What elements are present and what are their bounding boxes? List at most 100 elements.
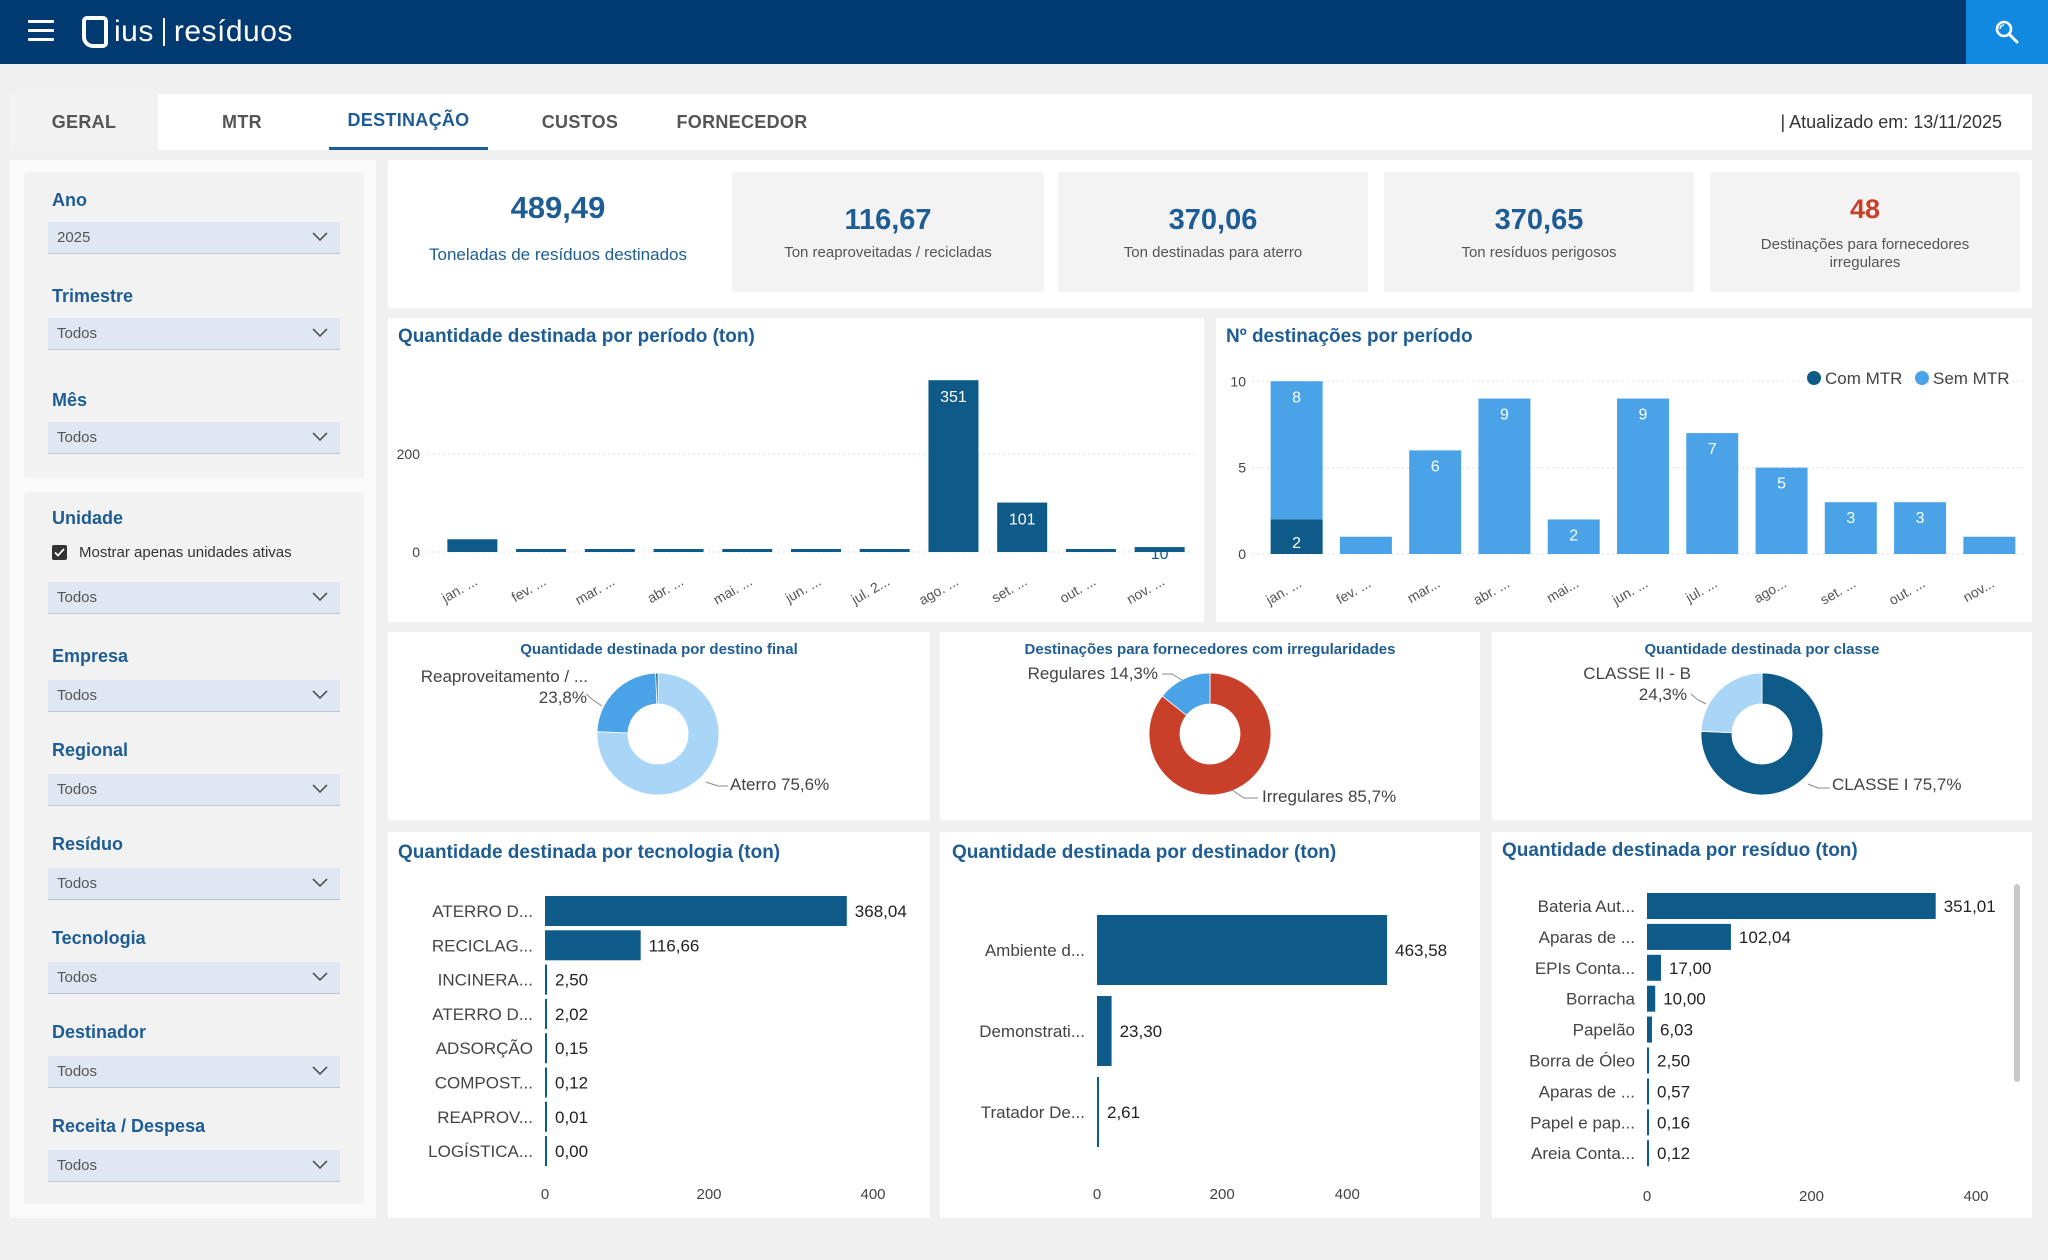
x-tick-label: 0 (1093, 1186, 1101, 1203)
bar-segment (1409, 450, 1462, 554)
filter-label-empresa: Empresa (52, 646, 129, 666)
bar (545, 1067, 547, 1098)
kpi-total-value: 489,49 (510, 190, 606, 225)
x-tick-label: 400 (1963, 1188, 1988, 1205)
bar (1647, 923, 1731, 950)
chart-panel-por-destinador: Quantidade destinada por destinador (ton… (940, 832, 1480, 1218)
y-tick-label: 10 (1230, 373, 1246, 389)
bar-data-label: 116,66 (649, 936, 700, 955)
bar (545, 1136, 547, 1167)
unidade-select[interactable]: Todos (48, 582, 340, 614)
chart-title: Quantidade destinada por classe (1644, 641, 1880, 658)
bar-data-label: 351,01 (1944, 897, 1996, 916)
donut-chart-destino-final[interactable]: Reaproveitamento / ... 23,8% Aterro 75,6% (388, 632, 930, 820)
tecnologia-select-value: Todos (57, 969, 98, 986)
active-units-checkbox[interactable]: Mostrar apenas unidades ativas (52, 540, 292, 564)
bar (1647, 1016, 1652, 1043)
chart-title: Quantidade destinada por resíduo (ton) (1502, 840, 1858, 861)
bar (1065, 549, 1116, 552)
chevron-down-icon (312, 972, 328, 982)
chart-panel-qtd-periodo: Quantidade destinada por período (ton) 0… (388, 318, 1204, 622)
category-label: Demonstrati... (979, 1022, 1085, 1041)
residuo-select-value: Todos (57, 875, 98, 892)
bar (1097, 915, 1388, 985)
leader-line (1807, 783, 1830, 789)
tab-geral[interactable]: GERAL (10, 94, 158, 150)
stacked-bar-chart-n-destinacoes[interactable]: 0 5 10 Com MTR Sem MTR 2 8 jan. ... fev. ... 6 mar… (1216, 318, 2032, 622)
chart-title: Quantidade destinada por tecnologia (ton… (398, 842, 781, 863)
x-tick-label: jan. ... (1262, 575, 1304, 608)
donut-slice (1700, 672, 1763, 734)
chevron-down-icon (312, 432, 328, 442)
destinador-select[interactable]: Todos (48, 1056, 340, 1088)
chart-title: Quantidade destinada por destinador (ton… (952, 842, 1337, 863)
residuo-select[interactable]: Todos (48, 868, 340, 900)
regional-select[interactable]: Todos (48, 774, 340, 806)
x-tick-label: jul. ... (1682, 575, 1720, 606)
ano-select[interactable]: 2025 (48, 222, 340, 254)
receita-despesa-select[interactable]: Todos (48, 1150, 340, 1182)
chart-panel-por-tecnologia: Quantidade destinada por tecnologia (ton… (388, 832, 930, 1218)
chart-title: Quantidade destinada por destino final (520, 641, 798, 658)
x-tick-label: mai... (1544, 575, 1582, 606)
x-tick-label: 200 (1799, 1188, 1824, 1205)
x-tick-label: nov. ... (1124, 573, 1167, 607)
tab-fornecedor[interactable]: FORNECEDOR (676, 111, 808, 132)
filter-label-unidade: Unidade (52, 508, 124, 528)
search-button[interactable] (1966, 0, 2048, 64)
hbar-chart-por-residuo[interactable]: Bateria Aut... 351,01 Aparas de ... 102,04 E… (1492, 832, 2032, 1218)
top-navbar (0, 0, 2048, 64)
bar-data-label: 101 (1009, 512, 1036, 529)
chevron-down-icon (312, 690, 328, 700)
kpi-reaproveitadas-value: 116,67 (844, 204, 932, 236)
tab-custos[interactable]: CUSTOS (541, 111, 619, 132)
category-label: RECICLAG... (432, 936, 533, 955)
empresa-select[interactable]: Todos (48, 680, 340, 712)
donut-slice (655, 672, 659, 705)
bar-segment (1894, 502, 1947, 554)
filter-label-residuo: Resíduo (52, 834, 124, 854)
filter-label-mes: Mês (52, 390, 88, 410)
bar-segment (1339, 536, 1392, 554)
kpi-card-total: 489,49 Toneladas de resíduos destinados (388, 160, 728, 308)
x-tick-label: jan. ... (438, 573, 480, 606)
category-label: EPIs Conta... (1535, 959, 1635, 978)
scrollbar-thumb[interactable] (2014, 884, 2020, 1082)
bar-data-label: 9 (1639, 407, 1648, 424)
tecnologia-select[interactable]: Todos (48, 962, 340, 994)
donut-slice (1161, 672, 1211, 716)
kpi-irregulares-value: 48 (1849, 194, 1881, 224)
filter-label-receita-despesa: Receita / Despesa (52, 1116, 206, 1136)
bar (545, 1033, 547, 1064)
bar-data-label: 2,02 (555, 1005, 588, 1024)
donut-chart-fornecedores-irregulares[interactable]: Regulares 14,3% Irregulares 85,7% (940, 632, 1480, 820)
bar-data-label: 102,04 (1739, 928, 1791, 947)
period-filters-card: Ano 2025 Trimestre Todos Mês Todos (24, 172, 364, 478)
bar-data-label: 2 (1292, 535, 1301, 552)
mes-select[interactable]: Todos (48, 422, 340, 454)
x-tick-label: 400 (860, 1186, 885, 1203)
x-tick-label: out. ... (1057, 573, 1099, 606)
bar (545, 896, 847, 926)
bar-data-label: 3 (1846, 510, 1855, 527)
filter-label-ano: Ano (52, 190, 87, 210)
chart-title: Destinações para fornecedores com irregu… (1024, 641, 1396, 658)
trimestre-select[interactable]: Todos (48, 318, 340, 350)
bar (545, 998, 547, 1029)
filter-label-tecnologia: Tecnologia (52, 928, 146, 948)
bar (997, 502, 1048, 552)
x-tick-label: jul. 2... (848, 573, 893, 608)
hbar-chart-por-tecnologia[interactable]: ATERRO D... 368,04 RECICLAG... 116,66 INCINE… (388, 832, 930, 1218)
bar-chart-qtd-periodo[interactable]: 0 200 26 jan. ... fev. ... mar. ... abr. ... ma… (388, 318, 1204, 622)
hamburger-menu-icon[interactable] (28, 20, 54, 42)
kpi-aterro-label: Ton destinadas para aterro (1123, 244, 1303, 261)
x-tick-label: fev. ... (1333, 575, 1373, 607)
bar (791, 549, 841, 552)
tab-destinacao[interactable]: DESTINAÇÃO (329, 94, 488, 150)
tab-mtr[interactable]: MTR (222, 111, 262, 132)
bar (447, 539, 498, 552)
donut-chart-por-classe[interactable]: CLASSE II - B 24,3% CLASSE I 75,7% (1492, 632, 2032, 820)
hbar-chart-por-destinador[interactable]: Ambiente d... 463,58 Demonstrati... 23,30 Tr… (940, 832, 1480, 1218)
bar (584, 549, 635, 552)
slice-label: 24,3% (1639, 685, 1687, 704)
